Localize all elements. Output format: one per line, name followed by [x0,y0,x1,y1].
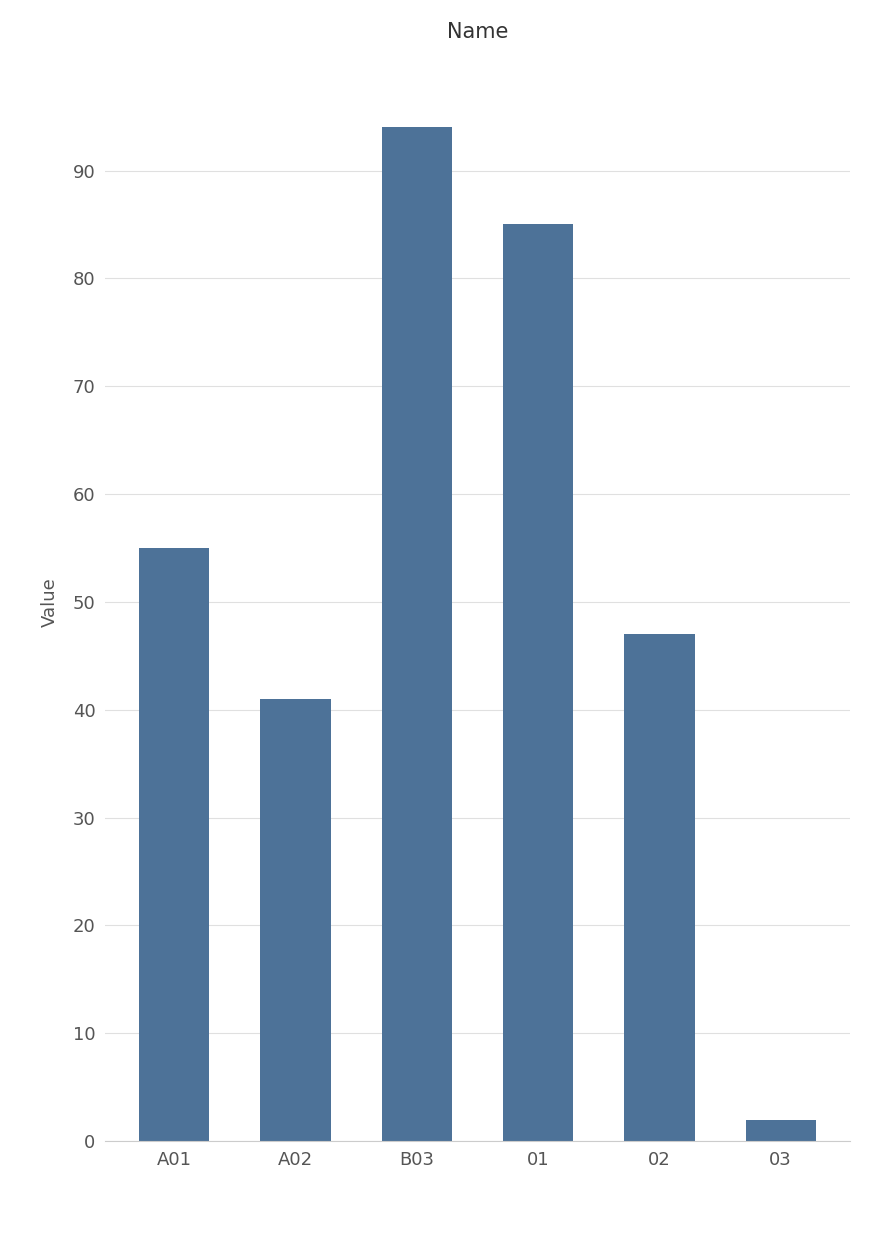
Bar [382,128,452,1141]
Bar [139,548,209,1141]
Bar [503,224,573,1141]
Bar [260,698,330,1141]
Bar [625,635,695,1141]
Title: Name: Name [447,21,508,41]
Bar [745,1120,816,1141]
Y-axis label: Value: Value [41,577,59,627]
